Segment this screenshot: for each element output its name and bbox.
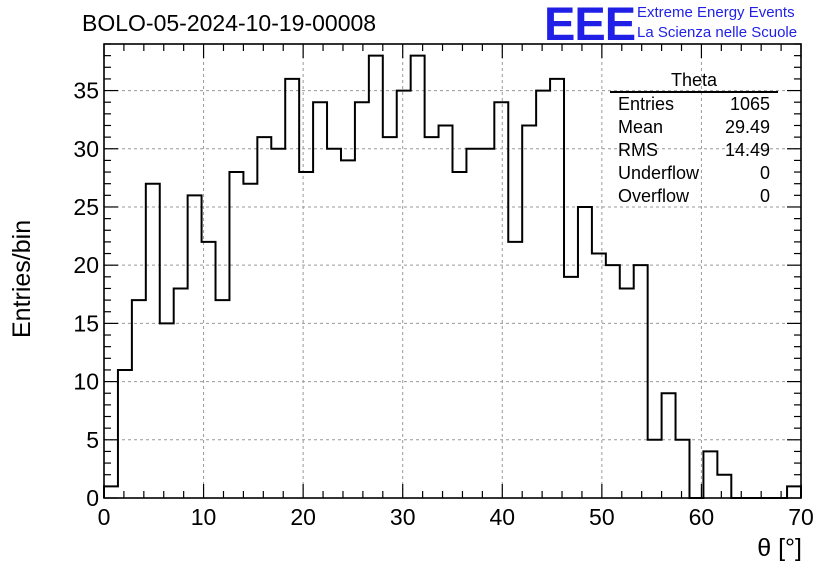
- histogram-bin: [508, 242, 522, 498]
- x-tick-label: 50: [589, 504, 615, 530]
- stats-row-overflow: Overflow 0: [610, 185, 778, 208]
- chart-title: BOLO-05-2024-10-19-00008: [82, 10, 377, 36]
- stats-label: Entries: [618, 94, 675, 114]
- x-tick-label: 60: [689, 504, 715, 530]
- histogram-bin: [578, 207, 592, 498]
- stats-label: Underflow: [618, 163, 700, 183]
- stats-label: Overflow: [618, 186, 690, 206]
- y-tick-label: 0: [86, 485, 99, 511]
- x-tick-label: 70: [788, 504, 814, 530]
- y-tick-label: 5: [86, 427, 99, 453]
- histogram-bin: [285, 79, 299, 498]
- histogram-bin: [648, 440, 662, 498]
- histogram-bin: [787, 486, 801, 498]
- histogram-bin: [453, 172, 467, 498]
- stats-value: 1065: [729, 94, 770, 114]
- histogram-bin: [383, 137, 397, 498]
- stats-value: 0: [759, 186, 770, 206]
- y-axis-label: Entries/bin: [8, 219, 36, 338]
- histogram-bin: [717, 475, 731, 498]
- histogram-bin: [202, 242, 216, 498]
- y-tick-label: 30: [73, 136, 99, 162]
- axis-ticks: [103, 43, 802, 499]
- stats-value: 29.49: [724, 117, 770, 137]
- x-tick-label: 0: [98, 504, 111, 530]
- y-tick-label: 15: [73, 310, 99, 336]
- histogram-bin: [174, 288, 188, 498]
- stats-value: 14.49: [724, 140, 770, 160]
- x-tick-label: 20: [290, 504, 316, 530]
- histogram-bin: [536, 91, 550, 498]
- x-tick-labels: 0 10 20 30 40 50 60 70: [98, 504, 814, 530]
- y-tick-label: 35: [73, 78, 99, 104]
- histogram-bin: [271, 149, 285, 498]
- histogram-bin: [703, 451, 717, 498]
- histogram-bin: [146, 184, 160, 498]
- histogram-bin: [104, 486, 118, 498]
- histogram-bin: [634, 265, 648, 498]
- histogram-bin: [439, 125, 453, 498]
- y-tick-label: 20: [73, 252, 99, 278]
- stats-label: RMS: [618, 140, 658, 160]
- stats-box: Theta Entries 1065 Mean 29.49 RMS 14.49 …: [610, 70, 778, 208]
- histogram-bin: [480, 149, 494, 498]
- histogram-bin: [522, 125, 536, 498]
- histogram-bin: [132, 300, 146, 498]
- stats-label: Mean: [618, 117, 664, 137]
- histogram-bin: [229, 172, 243, 498]
- histogram-bin: [216, 300, 230, 498]
- y-tick-label: 10: [73, 369, 99, 395]
- x-tick-label: 10: [191, 504, 217, 530]
- y-tick-labels: 0 5 10 15 20 25 30 35: [73, 78, 99, 511]
- histogram-bin: [425, 137, 439, 498]
- stats-title: Theta: [610, 70, 778, 93]
- stats-row-underflow: Underflow 0: [610, 162, 778, 185]
- histogram-bin: [411, 56, 425, 498]
- x-tick-label: 40: [489, 504, 515, 530]
- stats-row-rms: RMS 14.49: [610, 139, 778, 162]
- stats-row-entries: Entries 1065: [610, 93, 778, 116]
- histogram-bin: [341, 160, 355, 498]
- stats-row-mean: Mean 29.49: [610, 116, 778, 139]
- histogram-bin: [188, 195, 202, 498]
- histogram-bin: [494, 102, 508, 498]
- x-tick-label: 30: [390, 504, 416, 530]
- histogram-bin: [160, 323, 174, 498]
- histogram-bin: [257, 137, 271, 498]
- eee-logo: EEE: [544, 0, 636, 50]
- histogram-bin: [369, 56, 383, 498]
- logo-line-2: La Scienza nelle Scuole: [637, 24, 798, 41]
- y-tick-label: 25: [73, 194, 99, 220]
- grid-lines: [104, 44, 801, 498]
- histogram-bin: [118, 370, 132, 498]
- histogram-bin: [592, 254, 606, 498]
- histogram-bin: [620, 288, 634, 498]
- histogram-bin: [397, 91, 411, 498]
- histogram-bin: [355, 102, 369, 498]
- stats-value: 0: [759, 163, 770, 183]
- histogram-bin: [564, 277, 578, 498]
- logo-line-1: Extreme Energy Events: [637, 4, 795, 21]
- histogram-bin: [606, 265, 620, 498]
- histogram-bin: [313, 102, 327, 498]
- histogram-bins: [103, 54, 802, 499]
- histogram-bin: [243, 184, 257, 498]
- histogram-bin: [466, 149, 480, 498]
- histogram-bin: [662, 393, 676, 498]
- eee-logo-text: Extreme Energy Events La Scienza nelle S…: [637, 3, 797, 43]
- x-axis-label: θ [°]: [757, 534, 802, 562]
- histogram-bin: [676, 440, 690, 498]
- histogram-bin: [327, 149, 341, 498]
- histogram-bin: [550, 79, 564, 498]
- histogram-outline: [103, 54, 802, 499]
- histogram-bin: [299, 172, 313, 498]
- plot-frame: [103, 43, 802, 499]
